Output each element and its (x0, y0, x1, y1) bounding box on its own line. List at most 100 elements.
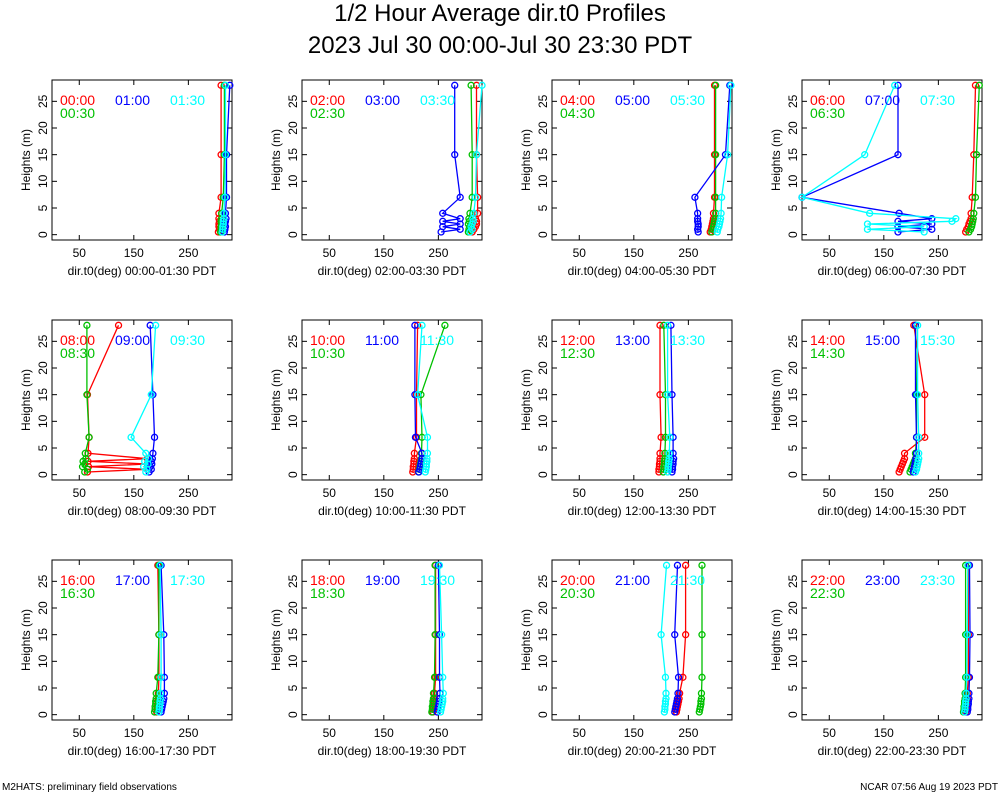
legend-label: 23:30 (920, 572, 955, 588)
legend-label: 07:00 (865, 92, 900, 108)
data-point (671, 631, 679, 639)
data-point (656, 321, 664, 329)
footer-left: M2HATS: preliminary field observations (2, 782, 177, 793)
series-line-2130 (660, 565, 668, 713)
y-tick-label: 0 (36, 471, 50, 478)
data-point (156, 695, 165, 703)
legend-label: 13:30 (670, 332, 705, 348)
data-point (665, 455, 673, 463)
legend-label: 19:30 (420, 572, 455, 588)
x-axis-label: dir.t0(deg) 22:00-23:30 PDT (818, 744, 967, 758)
x-tick-label: 150 (124, 246, 144, 260)
y-tick-label: 25 (286, 334, 300, 348)
data-point (662, 695, 670, 703)
series-line-0300 (441, 85, 461, 233)
y-tick-label: 0 (536, 711, 550, 718)
panel-11: 50 150 250 0 5 10 15 20 25 Heights (m) dir.t0(deg)… (769, 559, 983, 758)
data-point (160, 689, 169, 697)
legend-label: 22:00 (810, 572, 845, 588)
data-point (920, 228, 928, 236)
data-point (413, 391, 422, 399)
data-point (865, 209, 874, 217)
y-tick-label: 15 (36, 388, 50, 402)
series-line-0330 (469, 85, 483, 233)
plot-frame (551, 559, 733, 721)
x-tick-label: 50 (573, 486, 587, 500)
panel-4: 50 150 250 0 5 10 15 20 25 Heights (m) dir.t0(deg)… (19, 319, 233, 518)
data-point (861, 151, 869, 159)
data-point (478, 81, 486, 89)
legend-label: 05:30 (670, 92, 705, 108)
data-point (435, 631, 444, 639)
data-point (962, 695, 970, 703)
y-tick-label: 15 (286, 628, 300, 642)
y-tick-label: 25 (36, 574, 50, 588)
data-point (894, 81, 902, 89)
data-point (157, 673, 165, 681)
panel-0: 50 150 250 0 5 10 15 20 25 Heights (m) dir.t0(deg)… (19, 79, 234, 278)
series-line-0930 (130, 325, 157, 473)
series-line-0700 (799, 85, 932, 233)
data-point (964, 561, 972, 569)
chart-subtitle: 2023 Jul 30 00:00-Jul 30 23:30 PDT (307, 32, 693, 59)
y-tick-label: 10 (286, 174, 300, 188)
series-line-1330 (666, 325, 671, 473)
data-point (895, 209, 903, 217)
x-tick-label: 50 (73, 726, 87, 740)
series-line-0500 (694, 85, 731, 233)
y-tick-label: 0 (286, 231, 300, 238)
x-tick-label: 50 (823, 726, 837, 740)
data-point (221, 193, 229, 201)
data-point (451, 151, 459, 159)
data-point (666, 433, 674, 441)
data-point (439, 689, 447, 697)
y-tick-label: 10 (536, 174, 550, 188)
y-tick-label: 25 (786, 334, 800, 348)
y-tick-label: 25 (536, 334, 550, 348)
data-point (220, 209, 228, 217)
legend-label: 02:30 (310, 105, 345, 121)
data-point (952, 215, 960, 223)
y-tick-label: 10 (286, 414, 300, 428)
data-point (721, 151, 730, 159)
y-tick-label: 20 (786, 601, 800, 615)
data-point (456, 193, 464, 201)
data-point (911, 321, 920, 329)
data-point (913, 391, 922, 399)
data-point (473, 209, 482, 217)
data-point (727, 81, 735, 89)
data-point (410, 449, 419, 457)
data-point (679, 673, 687, 681)
x-tick-label: 150 (874, 726, 894, 740)
legend-label: 08:30 (60, 345, 95, 361)
legend-label: 21:30 (670, 572, 705, 588)
data-point (451, 81, 459, 89)
data-point (147, 391, 155, 399)
legend-label: 10:00 (310, 332, 345, 348)
y-tick-label: 25 (36, 94, 50, 108)
legend-label: 03:30 (420, 92, 455, 108)
y-tick-label: 5 (286, 684, 300, 691)
x-tick-label: 250 (928, 726, 948, 740)
series-line-2100 (674, 565, 680, 713)
plot-frame (301, 319, 483, 481)
series-line-1200 (658, 325, 662, 472)
y-tick-label: 0 (786, 231, 800, 238)
data-point (894, 151, 902, 159)
legend-label: 17:30 (170, 572, 205, 588)
legend-label: 20:30 (560, 585, 595, 601)
y-tick-label: 10 (536, 654, 550, 668)
x-tick-label: 250 (928, 246, 948, 260)
x-axis-label: dir.t0(deg) 08:00-09:30 PDT (68, 504, 217, 518)
series-line-1830 (431, 565, 436, 713)
data-point (691, 193, 699, 201)
data-point (657, 631, 665, 639)
data-point (437, 631, 446, 639)
legend-label: 04:30 (560, 105, 595, 121)
legend-label: 09:00 (115, 332, 150, 348)
data-point (711, 151, 720, 159)
data-point (663, 391, 672, 399)
x-axis-label: dir.t0(deg) 16:00-17:30 PDT (68, 744, 217, 758)
series-line-1230 (662, 325, 667, 473)
